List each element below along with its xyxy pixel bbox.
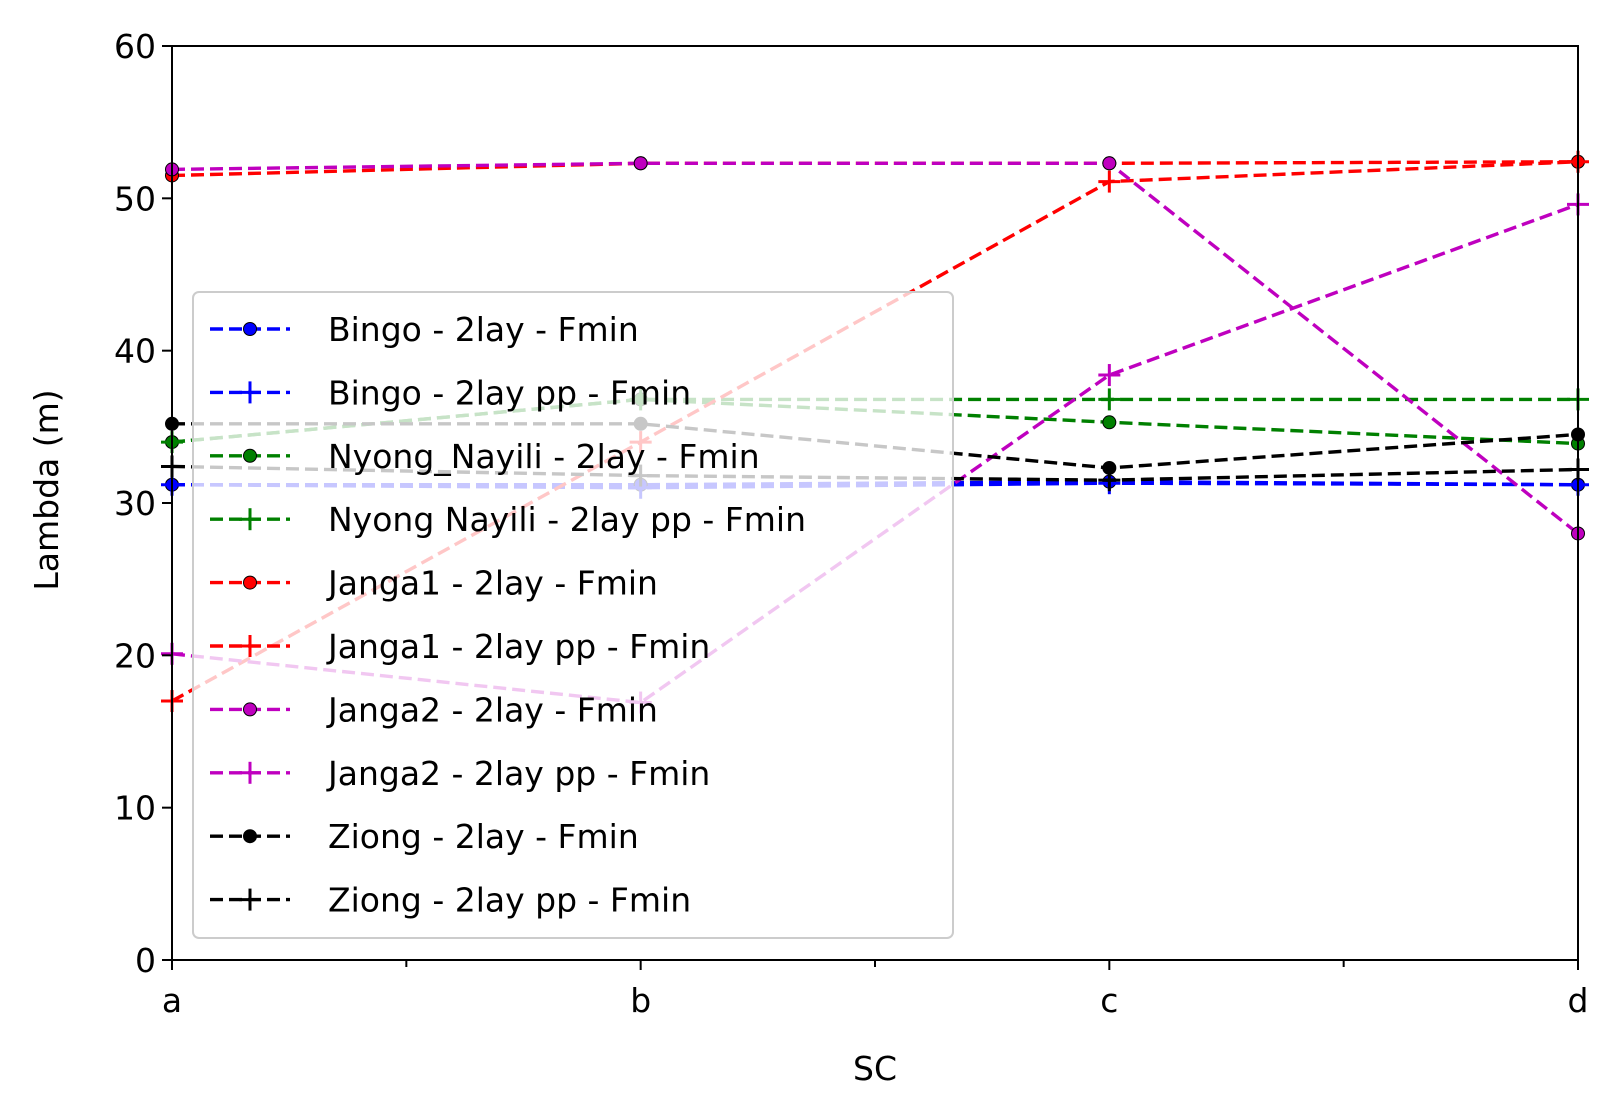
- y-tick-label-10: 10: [114, 789, 156, 828]
- legend-entry: Bingo - 2lay - Fmin: [210, 310, 639, 349]
- legend-box: [192, 291, 954, 939]
- series-janga1-2lay-pp-fmin-point-c: [1098, 170, 1121, 193]
- series-nyong-nayili-2lay-fmin-point-c: [1102, 415, 1117, 430]
- legend-label: Ziong - 2lay - Fmin: [328, 817, 639, 856]
- legend: Bingo - 2lay - Fmin Bingo - 2lay pp - Fmi…: [192, 291, 954, 939]
- legend-entry: Nyong Nayili - 2lay pp - Fmin: [210, 500, 806, 539]
- y-tick-label-60: 60: [114, 27, 156, 66]
- series-janga2-2lay-pp-fmin-point-c: [1098, 364, 1121, 387]
- legend-entry: Janga2 - 2lay - Fmin: [210, 690, 658, 729]
- series-janga2-2lay-fmin-point-b: [633, 156, 648, 171]
- legend-entry: Ziong - 2lay - Fmin: [210, 817, 639, 856]
- legend-label: Janga1 - 2lay pp - Fmin: [326, 627, 710, 666]
- legend-entry: Bingo - 2lay pp - Fmin: [210, 373, 691, 412]
- y-axis-label: Lambda (m): [27, 389, 66, 590]
- legend-label: Nyong_Nayili - 2lay - Fmin: [328, 437, 760, 476]
- legend-entry: Janga1 - 2lay - Fmin: [210, 564, 658, 603]
- legend-marker: [239, 381, 261, 404]
- legend-marker: [239, 508, 261, 531]
- series-janga2-2lay-fmin-line: [171, 161, 1580, 535]
- x-tick-label-a: a: [162, 981, 182, 1020]
- legend-label: Janga2 - 2lay pp - Fmin: [326, 754, 710, 793]
- legend-marker: [239, 888, 261, 911]
- legend-entry: Janga2 - 2lay pp - Fmin: [210, 754, 710, 793]
- series-janga2-2lay-fmin-point-c: [1102, 156, 1117, 171]
- legend-marker: [239, 761, 261, 784]
- x-tick-label-c: c: [1100, 981, 1118, 1020]
- legend-label: Bingo - 2lay pp - Fmin: [328, 373, 691, 412]
- legend-entry: Ziong - 2lay pp - Fmin: [210, 881, 691, 920]
- x-tick-label-d: d: [1568, 981, 1589, 1020]
- axes: 0 10 20 30 40 50 60 a b c d: [114, 27, 1588, 1020]
- legend-label: Ziong - 2lay pp - Fmin: [328, 881, 691, 920]
- legend-label: Janga2 - 2lay - Fmin: [326, 690, 658, 729]
- y-tick-label-30: 30: [114, 484, 156, 523]
- series-ziong-2lay-pp-fmin-point-c: [1098, 469, 1121, 492]
- legend-label: Nyong Nayili - 2lay pp - Fmin: [328, 500, 806, 539]
- legend-label: Janga1 - 2lay - Fmin: [326, 564, 658, 603]
- legend-marker: [243, 829, 257, 844]
- x-tick-label-b: b: [630, 981, 651, 1020]
- y-tick-label-0: 0: [135, 941, 156, 980]
- legend-label: Bingo - 2lay - Fmin: [328, 310, 639, 349]
- legend-entry: Janga1 - 2lay pp - Fmin: [210, 627, 710, 666]
- series-janga1-2lay-fmin: [165, 154, 1585, 183]
- legend-marker: [239, 635, 261, 657]
- legend-marker: [243, 448, 257, 463]
- legend-marker: [243, 575, 257, 590]
- y-tick-label-50: 50: [114, 179, 156, 218]
- y-tick-label-40: 40: [114, 332, 156, 371]
- legend-marker: [243, 702, 257, 717]
- series-janga2-2lay-fmin: [165, 156, 1585, 541]
- series-nyong-nayili-2lay-pp-fmin-point-c: [1098, 388, 1121, 411]
- legend-marker: [243, 322, 257, 336]
- legend-entry: Nyong_Nayili - 2lay - Fmin: [210, 437, 760, 476]
- x-axis-label: SC: [853, 1049, 897, 1088]
- y-tick-label-20: 20: [114, 636, 156, 675]
